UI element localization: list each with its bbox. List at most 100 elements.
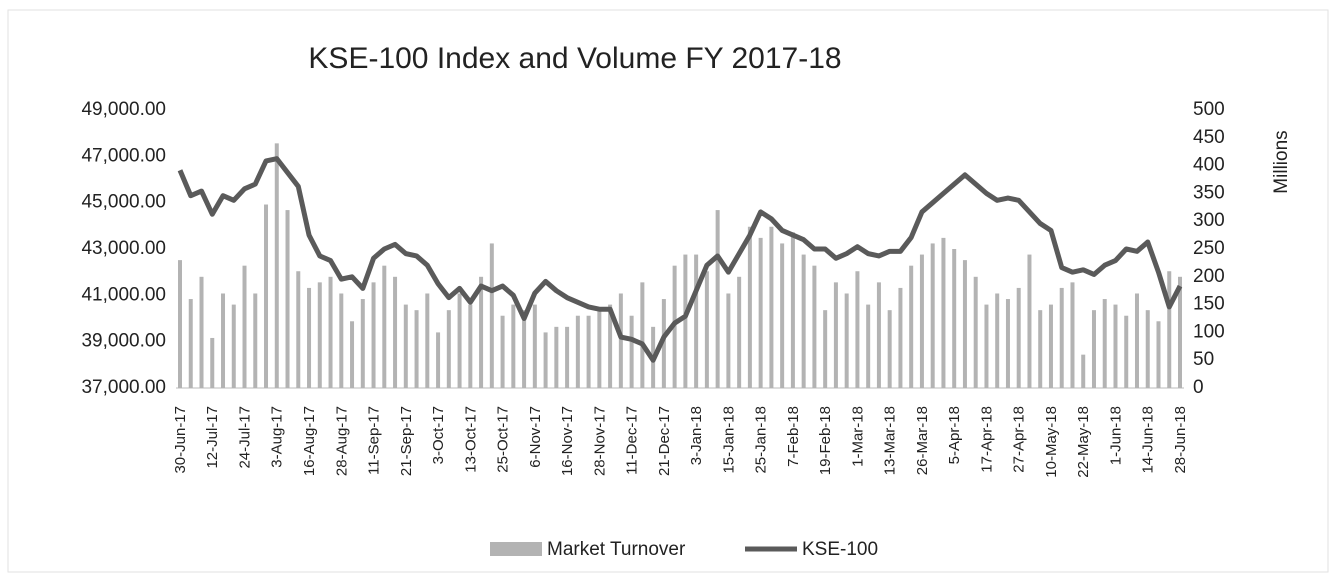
bar	[403, 304, 408, 388]
bar	[285, 210, 290, 388]
bar	[597, 310, 602, 388]
bar	[1081, 354, 1086, 388]
x-tick-label: 16-Aug-17	[301, 406, 318, 476]
bar	[328, 276, 333, 388]
bar	[608, 304, 613, 388]
bar	[790, 232, 795, 388]
bar	[1059, 287, 1064, 388]
bar	[1016, 287, 1021, 388]
x-tick-label: 21-Sep-17	[398, 406, 415, 476]
chart-title: KSE-100 Index and Volume FY 2017-18	[308, 42, 841, 75]
y2-tick-label: 500	[1193, 99, 1225, 120]
bar	[694, 254, 699, 388]
bar	[683, 254, 688, 388]
bar	[253, 293, 258, 388]
bar	[586, 315, 591, 388]
y-tick-label: 39,000.00	[81, 331, 166, 352]
bar	[919, 254, 924, 388]
x-tick-label: 21-Dec-17	[656, 406, 673, 476]
x-tick-label: 13-Oct-17	[462, 406, 479, 473]
x-tick-label: 28-Aug-17	[333, 406, 350, 476]
x-tick-label: 24-Jul-17	[236, 406, 253, 469]
x-tick-label: 12-Jul-17	[204, 406, 221, 469]
bar	[629, 315, 634, 388]
bar	[995, 293, 1000, 388]
legend-swatch	[490, 542, 542, 556]
bar	[962, 260, 967, 388]
line	[177, 156, 1183, 363]
bar	[844, 293, 849, 388]
bar	[984, 304, 989, 388]
y2-tick-label: 0	[1193, 377, 1204, 398]
y2-tick-label: 350	[1193, 182, 1225, 203]
y-tick-label: 45,000.00	[81, 192, 166, 213]
bar	[371, 282, 376, 388]
x-tick-label: 3-Jan-18	[688, 406, 705, 465]
bar	[876, 282, 881, 388]
bar	[801, 254, 806, 388]
x-tick-label: 28-Nov-17	[591, 406, 608, 476]
bar	[1005, 299, 1010, 388]
x-tick-label: 6-Nov-17	[527, 406, 544, 468]
bar	[898, 287, 903, 388]
x-tick-label: 19-Feb-18	[817, 406, 834, 475]
x-tick-label: 1-Jun-18	[1107, 406, 1124, 465]
bar	[317, 282, 322, 388]
bar	[543, 332, 548, 388]
bar	[264, 204, 269, 388]
bar	[178, 260, 182, 388]
bar	[242, 265, 247, 388]
x-tick-label: 17-Apr-18	[978, 406, 995, 473]
x-tick-label: 3-Oct-17	[430, 406, 447, 464]
bar	[1156, 321, 1161, 388]
y-tick-label: 41,000.00	[81, 284, 166, 305]
bar	[522, 310, 527, 388]
y2-tick-label: 100	[1193, 321, 1225, 342]
y2-tick-label: 300	[1193, 210, 1225, 231]
bar	[1124, 315, 1129, 388]
x-tick-label: 16-Nov-17	[559, 406, 576, 476]
bar	[221, 293, 226, 388]
bar	[1027, 254, 1032, 388]
bar	[973, 276, 978, 388]
x-tick-label: 3-Aug-17	[269, 406, 286, 468]
y-tick-label: 47,000.00	[81, 145, 166, 166]
bar	[575, 315, 580, 388]
bar	[758, 237, 763, 388]
bar	[1070, 282, 1075, 388]
y-tick-label: 37,000.00	[81, 377, 166, 398]
x-tick-label: 30-Jun-17	[172, 406, 189, 474]
bar	[1134, 293, 1139, 388]
bar	[952, 249, 957, 388]
x-tick-label: 27-Apr-18	[1011, 406, 1028, 473]
bar	[274, 143, 279, 388]
x-tick-label: 10-May-18	[1043, 406, 1060, 478]
bar	[339, 293, 344, 388]
bar	[941, 237, 946, 388]
x-tick-label: 5-Apr-18	[946, 406, 963, 464]
bar	[500, 315, 505, 388]
x-tick-label: 11-Dec-17	[624, 406, 641, 475]
bar	[930, 243, 935, 388]
bar	[188, 299, 193, 388]
bar	[489, 243, 494, 388]
bar	[425, 293, 430, 388]
legend-label: KSE-100	[802, 539, 878, 560]
bar	[382, 265, 387, 388]
bar	[1113, 304, 1118, 388]
bar	[726, 293, 731, 388]
bar	[532, 304, 537, 388]
bar	[812, 265, 817, 388]
bar	[479, 276, 484, 388]
bar	[1038, 310, 1043, 388]
y2-tick-label: 150	[1193, 294, 1225, 315]
x-tick-label: 14-Jun-18	[1140, 406, 1157, 474]
bar	[210, 337, 215, 388]
bar	[1178, 276, 1182, 388]
bar	[866, 304, 871, 388]
bar	[1102, 299, 1107, 388]
bar	[715, 210, 720, 388]
legend-label: Market Turnover	[547, 539, 686, 560]
